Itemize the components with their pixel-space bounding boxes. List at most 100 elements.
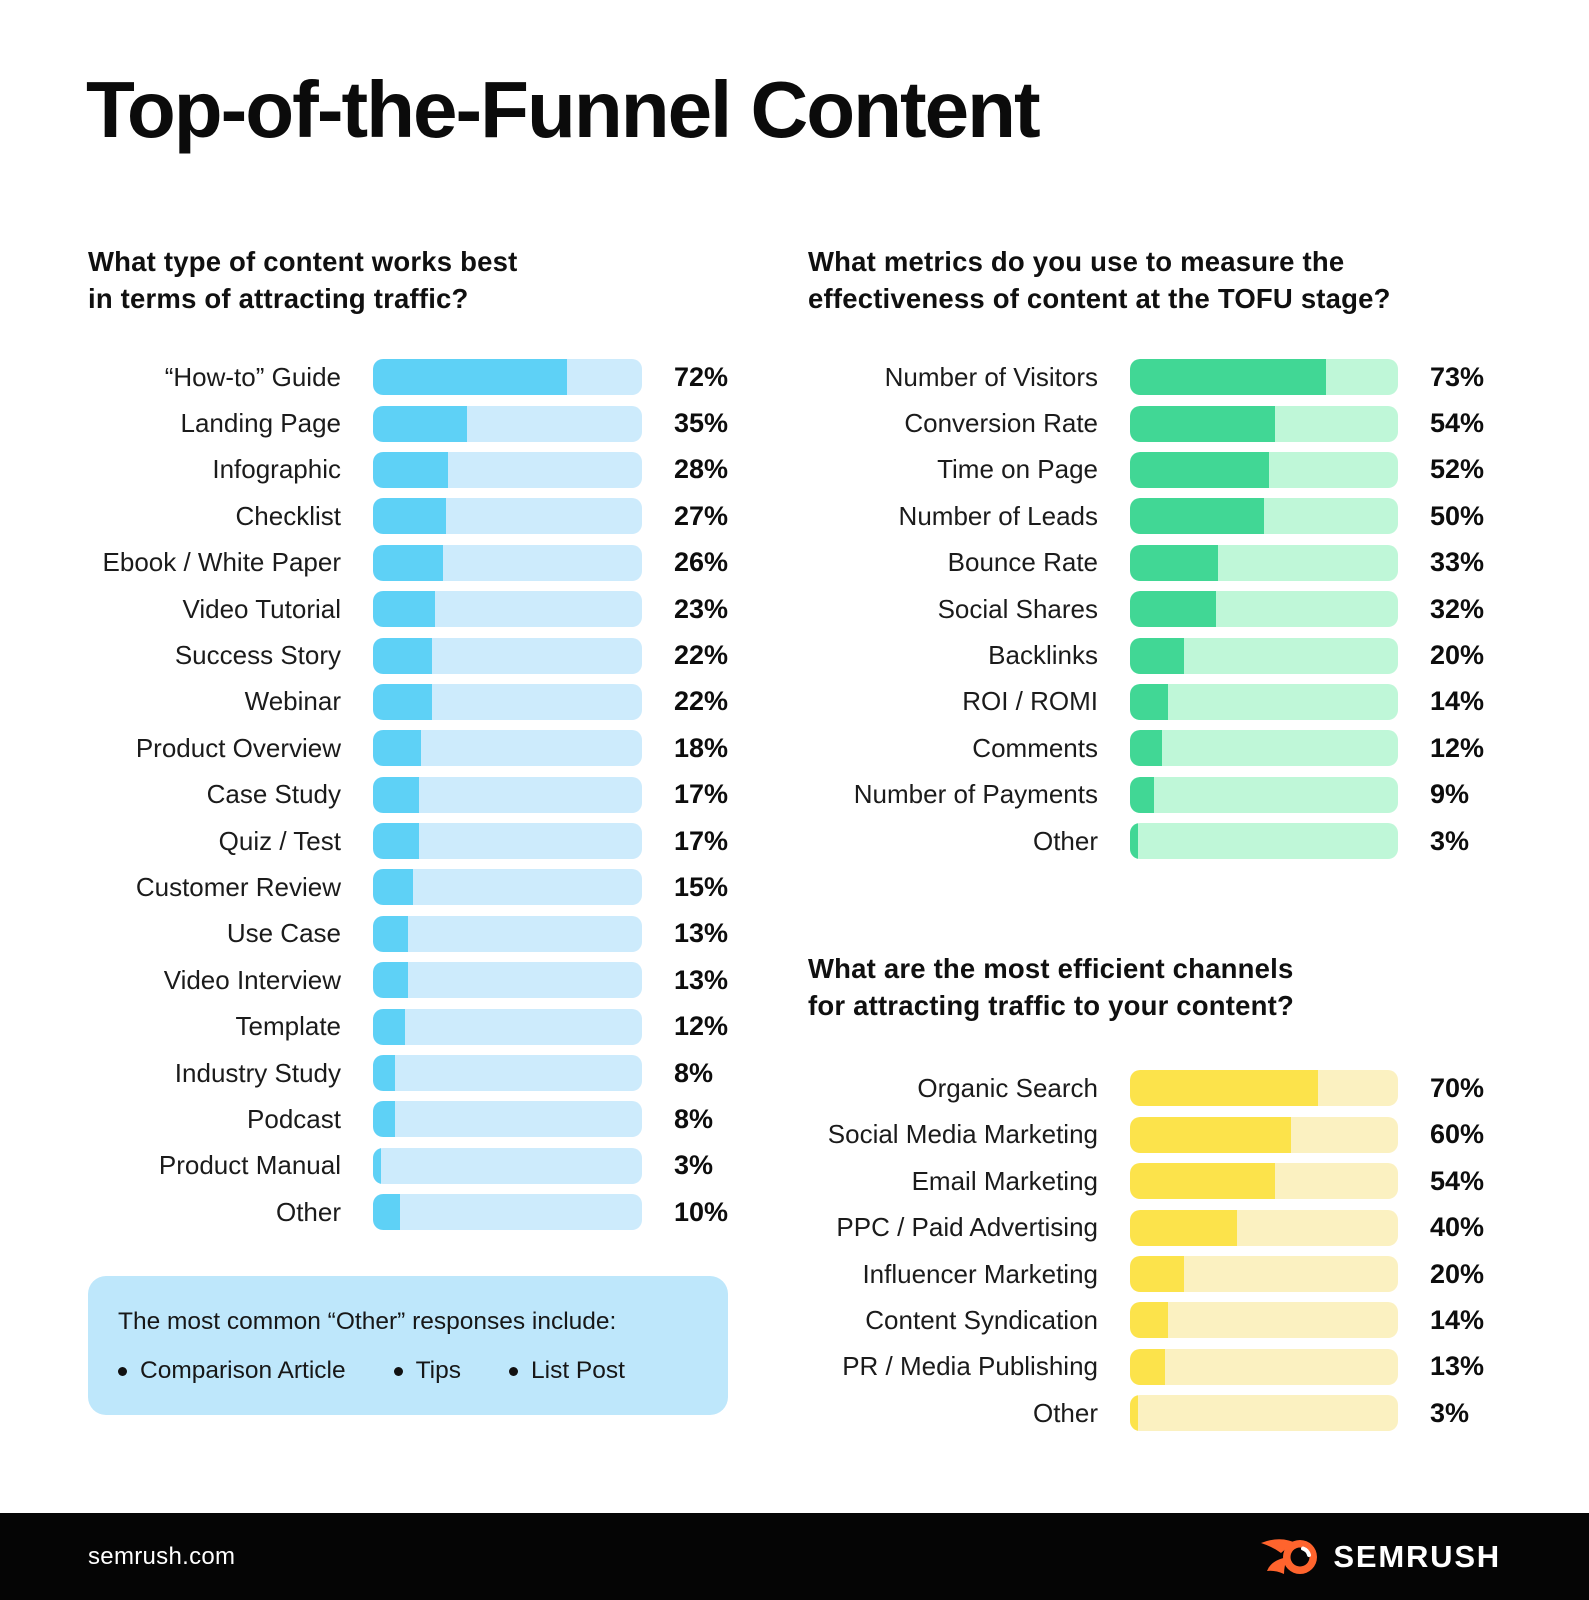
question-line: What metrics do you use to measure the bbox=[808, 246, 1345, 277]
bar-fill bbox=[1130, 1209, 1238, 1246]
bar-label: Customer Review bbox=[135, 871, 341, 902]
question-line: What are the most efficient channels bbox=[808, 953, 1294, 985]
bar-value: 35% bbox=[674, 408, 729, 439]
bar-track bbox=[373, 405, 642, 442]
bar-fill bbox=[373, 1055, 395, 1092]
chart-row: Use Case 13% bbox=[88, 911, 736, 957]
bar-track bbox=[373, 823, 642, 860]
bar-value: 22% bbox=[674, 640, 729, 671]
bar-track bbox=[1130, 1395, 1398, 1432]
chart-row: Other 3% bbox=[808, 1390, 1508, 1436]
bar-track bbox=[373, 1147, 642, 1184]
bar-fill bbox=[1130, 1163, 1275, 1200]
bar-label: Other bbox=[275, 1196, 341, 1227]
bar-value: 23% bbox=[674, 593, 729, 624]
bar-track bbox=[1130, 637, 1398, 674]
bar-label: ROI / ROMI bbox=[962, 686, 1098, 717]
other-responses-note: The most common “Other” responses includ… bbox=[88, 1276, 728, 1416]
chart-row: “How-to” Guide 72% bbox=[88, 354, 736, 400]
bar-value: 10% bbox=[674, 1196, 729, 1227]
bar-fill bbox=[373, 591, 435, 628]
bar-label: Video Tutorial bbox=[182, 593, 341, 624]
bar-label: Influencer Marketing bbox=[862, 1258, 1098, 1289]
bar-label: Product Overview bbox=[135, 732, 341, 763]
bar-fill bbox=[373, 498, 446, 535]
bar-label: Template bbox=[235, 1011, 342, 1042]
bar-label: Landing Page bbox=[180, 408, 341, 439]
question-content-types: What type of content works best in terms … bbox=[88, 243, 736, 317]
question-line: in terms of attracting traffic? bbox=[88, 283, 469, 314]
bar-value: 20% bbox=[1430, 640, 1485, 671]
bar-value: 60% bbox=[1430, 1119, 1485, 1150]
bar-label: PPC / Paid Advertising bbox=[836, 1212, 1098, 1243]
bar-value: 15% bbox=[674, 871, 729, 902]
bar-track bbox=[373, 359, 642, 396]
bar-label: Infographic bbox=[212, 454, 341, 485]
bar-value: 12% bbox=[1430, 732, 1485, 763]
bullet-dot-icon bbox=[393, 1366, 403, 1376]
chart-row: Industry Study 8% bbox=[88, 1050, 736, 1096]
chart-row: Comments 12% bbox=[808, 725, 1508, 771]
bar-fill bbox=[1130, 683, 1168, 720]
bar-track bbox=[373, 915, 642, 952]
bar-track bbox=[1130, 1209, 1398, 1246]
bar-value: 13% bbox=[674, 964, 729, 995]
bar-fill bbox=[1130, 405, 1275, 442]
bar-track bbox=[1130, 1348, 1398, 1385]
chart-row: Number of Visitors 73% bbox=[808, 354, 1508, 400]
chart-row: Ebook / White Paper 26% bbox=[88, 540, 736, 586]
bar-label: Number of Leads bbox=[898, 500, 1098, 531]
chart-row: Bounce Rate 33% bbox=[808, 540, 1508, 586]
note-item-label: Comparison Article bbox=[140, 1357, 346, 1385]
bar-track bbox=[1130, 1116, 1398, 1153]
chart-row: Number of Leads 50% bbox=[808, 493, 1508, 539]
bar-fill bbox=[373, 869, 414, 906]
bar-value: 70% bbox=[1430, 1072, 1485, 1103]
note-title: The most common “Other” responses includ… bbox=[118, 1308, 617, 1336]
bar-fill bbox=[373, 915, 408, 952]
bar-fill bbox=[373, 451, 449, 488]
bar-label: Webinar bbox=[244, 686, 341, 717]
chart-row: Conversion Rate 54% bbox=[808, 400, 1508, 446]
note-item-label: Tips bbox=[415, 1357, 461, 1385]
right-column: What metrics do you use to measure the ef… bbox=[808, 243, 1508, 1436]
chart-row: Other 10% bbox=[88, 1189, 736, 1235]
chart-row: Social Shares 32% bbox=[808, 586, 1508, 632]
bar-value: 52% bbox=[1430, 454, 1485, 485]
bar-label: Checklist bbox=[235, 500, 341, 531]
bar-fill bbox=[1130, 1348, 1165, 1385]
chart-row: Checklist 27% bbox=[88, 493, 736, 539]
bar-fill bbox=[1130, 544, 1219, 581]
chart-row: ROI / ROMI 14% bbox=[808, 679, 1508, 725]
bar-label: Ebook / White Paper bbox=[102, 547, 341, 578]
bar-label: “How-to” Guide bbox=[164, 361, 341, 392]
bar-fill bbox=[373, 1147, 382, 1184]
chart-row: Webinar 22% bbox=[88, 679, 736, 725]
bar-label: Quiz / Test bbox=[218, 825, 341, 856]
bar-track bbox=[1130, 451, 1398, 488]
chart-row: Infographic 28% bbox=[88, 447, 736, 493]
question-metrics: What metrics do you use to measure the ef… bbox=[808, 243, 1508, 317]
bar-track bbox=[373, 1194, 642, 1231]
bar-fill bbox=[373, 730, 422, 767]
bar-value: 8% bbox=[674, 1103, 714, 1134]
bar-track bbox=[1130, 405, 1398, 442]
bar-track bbox=[1130, 823, 1398, 860]
bar-track bbox=[373, 869, 642, 906]
chart-metrics: Number of Visitors 73% Conversion Rate 54% T… bbox=[808, 354, 1508, 864]
bar-fill bbox=[1130, 730, 1163, 767]
bar-fill bbox=[373, 1194, 400, 1231]
bar-label: Other bbox=[1032, 825, 1098, 856]
bar-track bbox=[373, 451, 642, 488]
semrush-logo: SEMRUSH bbox=[1259, 1534, 1501, 1580]
chart-row: Backlinks 20% bbox=[808, 632, 1508, 678]
chart-row: Landing Page 35% bbox=[88, 400, 736, 446]
bar-value: 27% bbox=[674, 500, 729, 531]
bar-value: 40% bbox=[1430, 1212, 1485, 1243]
bar-track bbox=[373, 544, 642, 581]
bar-value: 8% bbox=[674, 1057, 714, 1088]
bar-value: 33% bbox=[1430, 547, 1485, 578]
bar-fill bbox=[1130, 591, 1216, 628]
bar-fill bbox=[1130, 1070, 1318, 1107]
chart-row: Success Story 22% bbox=[88, 632, 736, 678]
